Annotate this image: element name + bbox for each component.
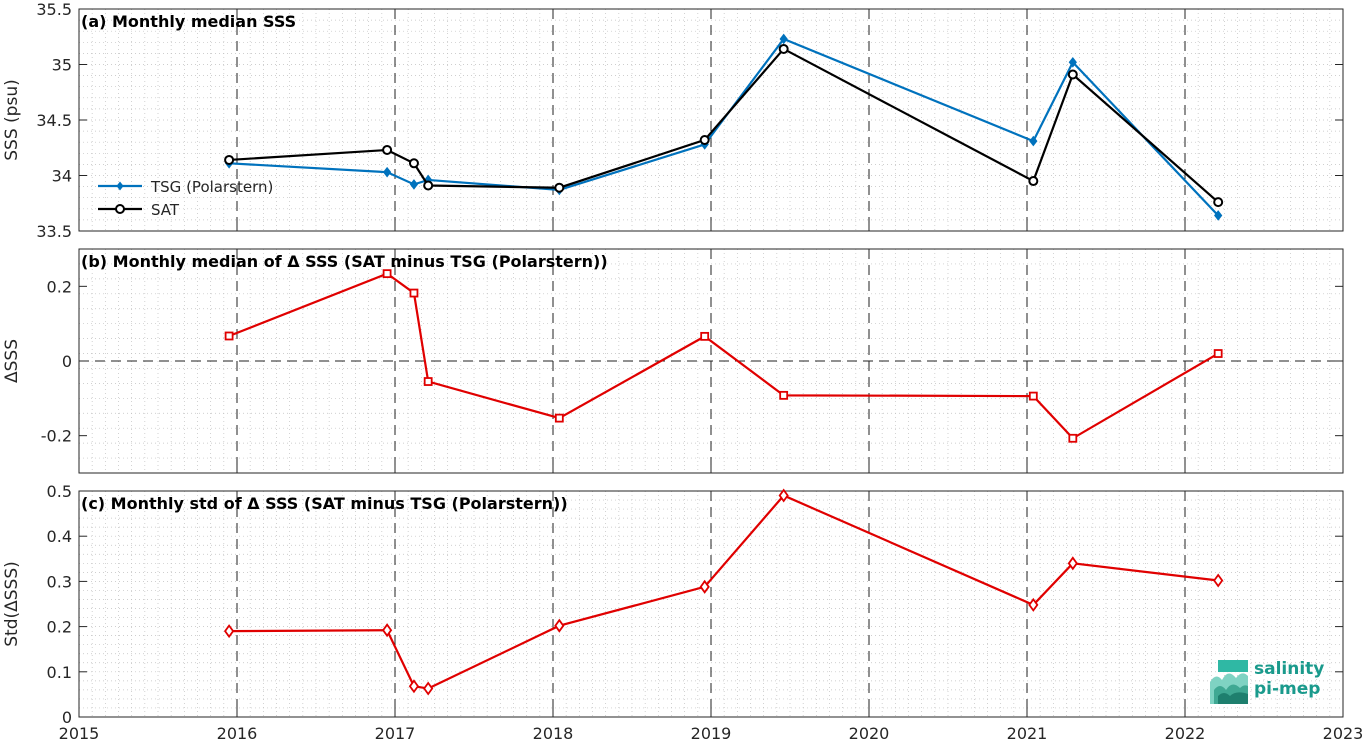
legend-marker	[116, 181, 124, 191]
data-point	[554, 182, 565, 193]
data-point	[1028, 597, 1039, 612]
x-tick-label: 2023	[1323, 724, 1364, 743]
data-point	[224, 154, 235, 165]
data-point	[779, 33, 788, 45]
data-point	[1213, 573, 1224, 588]
data-point	[778, 488, 789, 503]
x-tick-label: 2022	[1165, 724, 1206, 743]
legend-label: SAT	[151, 201, 180, 219]
y-tick-label: 0.5	[47, 482, 72, 501]
logo-text-pi-mep: pi-mep	[1254, 679, 1321, 699]
series-line	[228, 272, 1219, 440]
data-point	[382, 144, 393, 155]
y-tick-label: 34.5	[36, 111, 72, 130]
x-tick-label: 2018	[533, 724, 574, 743]
logo-text-salinity: salinity	[1254, 659, 1325, 679]
data-point	[408, 158, 419, 169]
series-line	[229, 494, 1219, 690]
panel-title: (b) Monthly median of Δ SSS (SAT minus T…	[81, 252, 608, 271]
data-point	[382, 166, 392, 178]
data-point	[423, 377, 433, 386]
data-point	[423, 180, 434, 191]
y-axis-label: SSS (psu)	[2, 79, 22, 160]
data-point	[778, 43, 789, 54]
data-point	[1067, 69, 1078, 80]
legend-marker	[115, 204, 125, 214]
data-point	[699, 579, 710, 594]
data-point	[409, 179, 419, 190]
y-tick-label: 35	[52, 56, 72, 75]
x-tick-label: 2020	[849, 724, 890, 743]
y-tick-label: 0	[62, 708, 72, 727]
y-tick-label: 33.5	[36, 222, 72, 241]
data-point	[1029, 135, 1038, 147]
data-point	[223, 624, 235, 639]
wave-logo-icon	[1210, 660, 1248, 704]
data-point	[554, 618, 565, 633]
data-point	[409, 288, 419, 298]
legend-label: TSG (Polarstern)	[150, 178, 273, 196]
y-tick-label: 34	[52, 167, 72, 186]
data-point	[1068, 433, 1078, 443]
panel-1: 33.5 34 34.5 35 35.5 SSS (psu) (a) Monthly med…	[2, 0, 1344, 241]
data-point	[699, 134, 710, 145]
legend: TSG (Polarstern) SAT	[98, 178, 273, 219]
y-tick-label: 0.2	[47, 618, 72, 637]
y-axis-label: Std(ΔSSS)	[2, 561, 22, 647]
data-point	[1028, 391, 1038, 401]
data-point	[423, 681, 434, 696]
x-tick-label: 2017	[375, 724, 416, 743]
data-point	[408, 679, 420, 694]
data-point	[381, 623, 393, 638]
series-line	[229, 47, 1219, 203]
y-tick-label: 0	[62, 352, 72, 371]
y-tick-label: 0.1	[47, 663, 72, 682]
panel-title: (c) Monthly std of Δ SSS (SAT minus TSG …	[81, 494, 568, 513]
x-tick-label: 2015	[59, 724, 100, 743]
panel-3: 0 0.1 0.2 0.3 0.4 0.5 2015 2016 2017 2018 2019 2020…	[2, 482, 1363, 743]
data-point	[1213, 197, 1224, 208]
y-tick-label: 0.2	[47, 277, 72, 296]
y-axis-label: ΔSSS	[2, 339, 22, 383]
x-tick-label: 2016	[217, 724, 258, 743]
data-point	[779, 390, 789, 400]
data-point	[1068, 56, 1077, 68]
data-point	[382, 269, 392, 279]
data-point	[224, 331, 234, 341]
data-point	[554, 413, 564, 423]
series-line	[229, 37, 1219, 217]
data-point	[1028, 176, 1039, 187]
y-tick-label: 0.3	[47, 572, 72, 591]
panel-title: (a) Monthly median SSS	[81, 12, 296, 31]
y-tick-label: 35.5	[36, 0, 72, 19]
data-point	[1213, 349, 1223, 358]
y-tick-label: -0.2	[41, 427, 72, 446]
data-point	[700, 331, 710, 341]
y-tick-label: 0.4	[47, 527, 72, 546]
data-point	[1214, 210, 1223, 221]
x-tick-label: 2021	[1007, 724, 1048, 743]
data-point	[1067, 556, 1078, 571]
panel-2: -0.2 0 0.2 ΔSSS (b) Monthly median of Δ SSS …	[2, 248, 1344, 474]
salinity-pi-mep-logo: salinity pi-mep	[1208, 658, 1338, 708]
x-tick-label: 2019	[691, 724, 732, 743]
